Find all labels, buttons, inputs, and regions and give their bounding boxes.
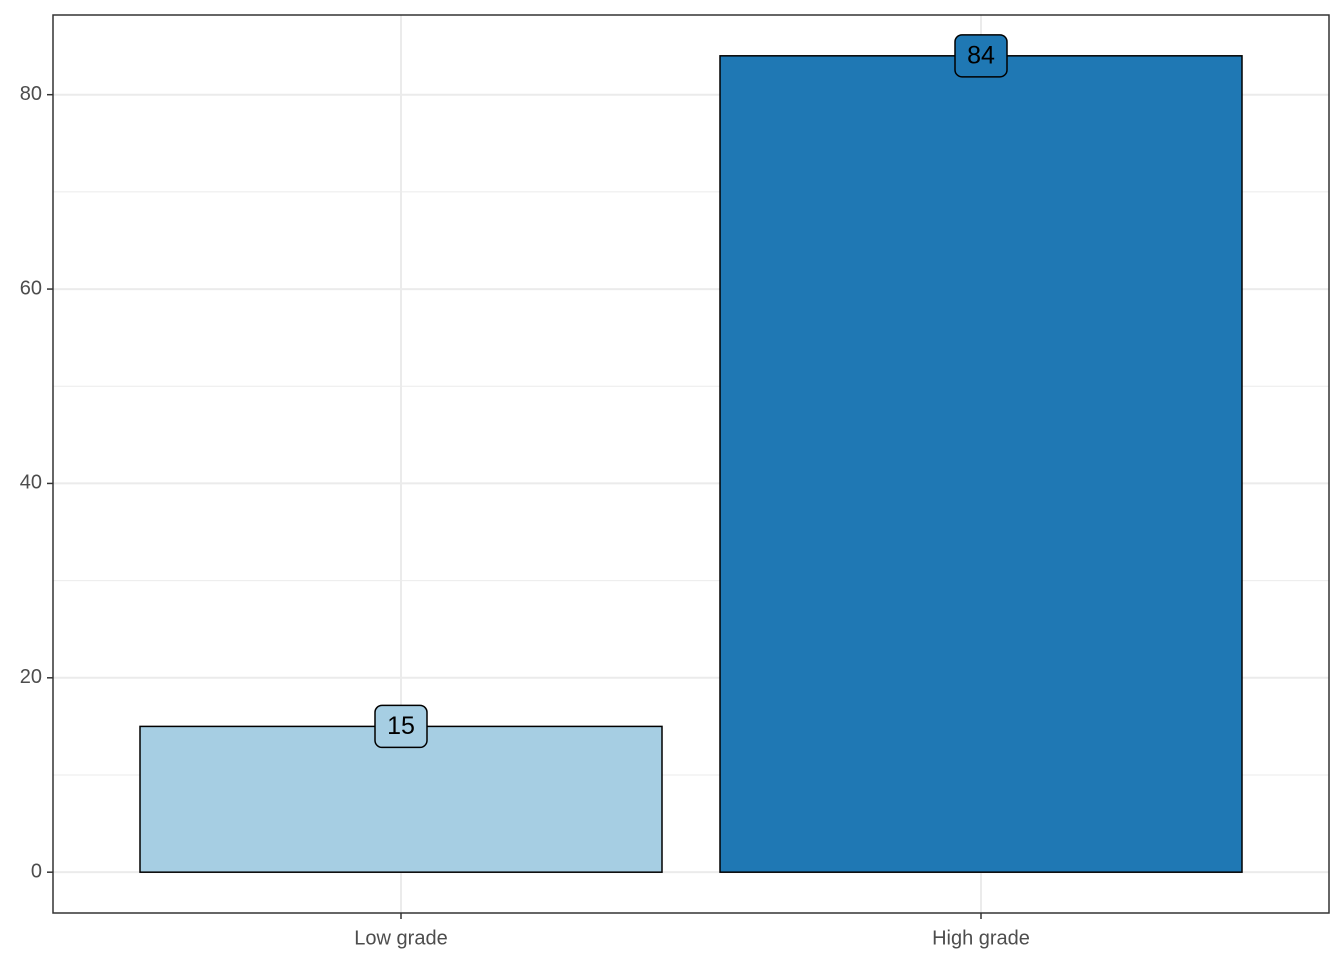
bar — [139, 725, 663, 873]
data-label: 15 — [387, 712, 415, 740]
data-label: 84 — [967, 41, 995, 69]
data-label-box — [954, 34, 1008, 78]
x-tick-label: High grade — [932, 927, 1030, 949]
bar — [719, 55, 1243, 873]
x-tick-label: Low grade — [354, 927, 447, 949]
y-tick-label: 40 — [20, 472, 42, 494]
panel-border — [52, 14, 1330, 914]
y-tick-label: 60 — [20, 277, 42, 299]
y-tick-label: 20 — [20, 666, 42, 688]
y-tick-label: 80 — [20, 83, 42, 105]
data-label-box — [374, 704, 428, 749]
y-tick-label: 0 — [31, 860, 42, 882]
